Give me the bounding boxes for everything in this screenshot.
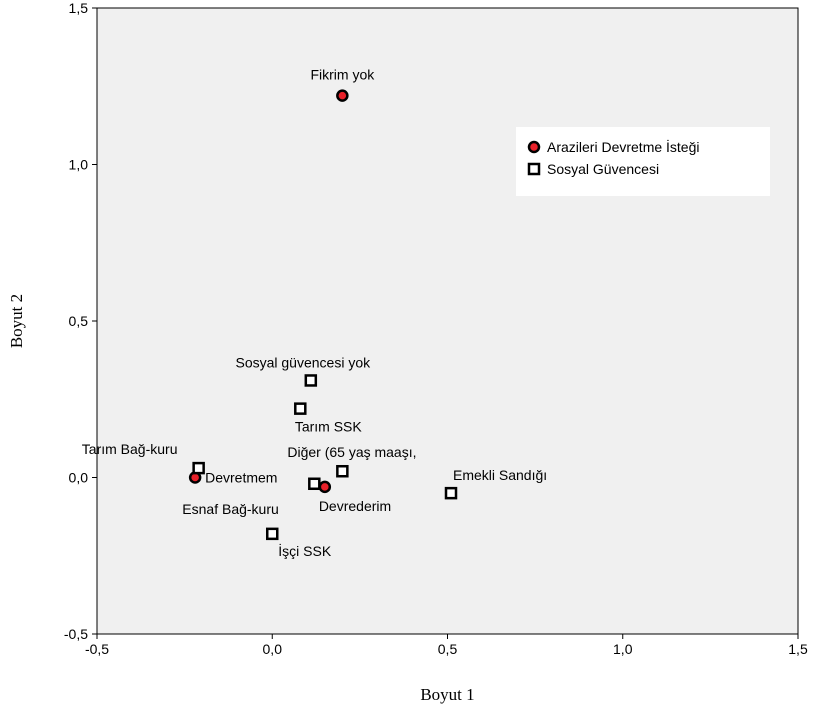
point-label: İşçi SSK [278,542,332,559]
legend-entry: Arazileri Devretme İsteği [547,138,700,155]
x-tick-label: 1,0 [613,641,633,657]
point-label: Tarım Bağ-kuru [82,441,178,457]
x-tick-label: 1,5 [788,641,808,657]
axis-ticks: -0,5 0,0 0,5 1,0 1,5 -0,5 0,0 0,5 1,0 1,5 [64,0,808,657]
legend-entry: Sosyal Güvencesi [547,161,659,177]
point-label: Devretmem [205,470,277,486]
point-label: Sosyal güvencesi yok [235,354,371,370]
square-marker [192,461,205,475]
square-marker [294,402,307,415]
square-marker [308,477,321,491]
legend: Arazileri Devretme İsteği Sosyal Güvences… [516,127,770,196]
y-tick-label: 0,0 [69,470,89,486]
square-marker [266,527,279,541]
x-tick-label: -0,5 [85,641,109,657]
y-tick-label: 0,5 [69,313,89,329]
point-label: Esnaf Bağ-kuru [182,501,279,517]
y-tick-label: -0,5 [64,626,88,642]
data-points [188,89,458,541]
x-tick-label: 0,0 [263,641,283,657]
square-marker [336,464,349,478]
legend-circle-marker [527,140,541,154]
legend-square-marker [527,162,541,176]
point-label: Fikrim yok [310,67,375,83]
point-label: Diğer (65 yaş maaşı, [287,444,416,460]
y-axis-title: Boyut 2 [7,294,26,348]
legend-box [516,127,770,196]
circle-marker [318,480,332,494]
point-label: Emekli Sandığı [453,467,547,483]
y-tick-label: 1,5 [69,0,89,16]
plot-area [96,7,799,635]
square-marker [304,374,318,387]
point-label: Devrederim [319,498,391,514]
circle-marker [336,89,349,102]
square-marker [444,486,458,500]
x-tick-label: 0,5 [438,641,458,657]
y-tick-label: 1,0 [69,157,89,173]
x-axis-title: Boyut 1 [420,685,474,704]
point-label: Tarım SSK [295,419,363,435]
point-labels: Fikrim yok Devretmem Devrederim Sosyal güve… [82,67,547,559]
